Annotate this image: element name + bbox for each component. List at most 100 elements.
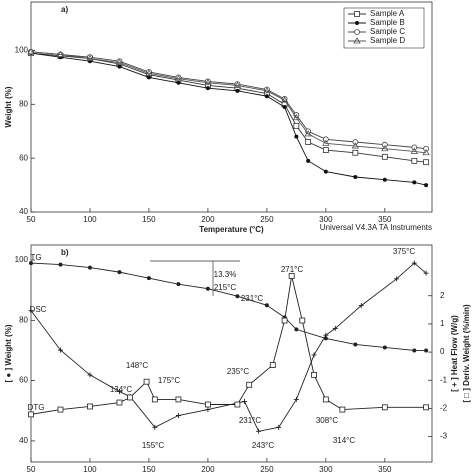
x-tick-label: 300 [319,215,333,224]
marker [282,105,287,109]
legend-marker [355,21,359,25]
marker [28,411,34,418]
marker [263,87,271,94]
annotation: 231°C [241,294,264,303]
marker [299,317,306,324]
annotation: 215°C [214,283,237,292]
y2-tick-label: -3 [440,432,448,441]
legend-label: Sample D [370,36,405,45]
y-axis-title: Weight (%) [4,86,13,128]
marker [269,362,276,368]
annotation: 155°C [142,441,165,450]
y2-tick-label: 0 [440,347,445,356]
marker [87,265,92,270]
marker [311,372,317,378]
marker [332,325,338,331]
y-tick-label: 60 [19,376,28,385]
marker [151,396,158,403]
annotation: 375°C [393,247,416,256]
marker [146,276,151,281]
annotation: TG [30,253,41,262]
marker [204,78,212,86]
marker [27,48,35,55]
y-tick-label: 80 [19,315,28,324]
plot-frame [30,1,433,213]
marker [87,403,93,410]
x-tick-label: 100 [83,465,97,474]
marker [353,175,358,179]
marker [353,342,358,347]
marker [264,94,269,99]
y-tick-label: 100 [15,255,29,264]
marker [423,159,430,166]
marker [280,96,289,103]
marker [235,88,240,93]
legend-marker [354,11,360,17]
marker [116,399,123,406]
marker [412,348,417,353]
marker [381,404,388,411]
marker [233,81,242,88]
x-tick-label: 150 [142,465,156,474]
marker [288,273,295,279]
annotation: DSC [30,305,47,314]
legend-label: Sample C [370,27,405,36]
marker [241,398,247,404]
marker [205,286,210,291]
marker [305,139,312,145]
marker [57,406,64,413]
marker [281,317,288,324]
x-tick-label: 200 [201,465,215,474]
x-tick-label: 350 [378,215,392,224]
marker [394,276,400,282]
annotation: 235°C [227,367,250,376]
marker [293,396,299,402]
x-tick-label: 50 [27,465,36,474]
series-line [30,51,427,150]
source-note: Universal V4.3A TA Instruments [320,223,432,232]
annotation: 175°C [158,376,181,385]
x-tick-label: 150 [142,215,156,224]
plot-frame [30,244,433,463]
marker [205,407,211,413]
annotation: DTG [28,403,45,412]
marker [352,139,359,145]
marker [56,50,65,57]
series-line [30,51,427,154]
marker [411,144,418,151]
annotation: 13.3% [214,270,237,279]
marker [264,303,269,308]
y2-tick-label: -1 [440,375,448,384]
marker [28,308,34,314]
legend-marker [353,37,361,44]
x-tick-label: 200 [201,215,215,224]
marker [423,270,429,276]
x-tick-label: 100 [83,215,97,224]
marker [235,294,240,299]
marker [339,406,346,413]
marker [205,401,211,408]
marker [143,378,150,385]
marker [127,394,133,401]
marker [234,401,241,408]
marker [381,141,388,148]
legend-label: Sample A [370,9,405,18]
marker [304,130,312,137]
y-tick-label: 40 [19,207,28,216]
marker [58,262,63,267]
y-tick-label: 100 [15,46,29,55]
marker [174,74,183,82]
marker [306,158,311,163]
marker [323,169,328,174]
marker [145,69,153,76]
marker [424,348,429,353]
marker [87,372,93,378]
annotation: 308°C [316,416,339,425]
y-axis-title: [ ● ] Weight (%) [4,324,13,382]
annotation: 148°C [126,361,149,370]
series-line [30,262,427,351]
marker [256,428,262,434]
marker [246,381,253,388]
x-axis-title: Temperature (°C) [199,225,264,234]
